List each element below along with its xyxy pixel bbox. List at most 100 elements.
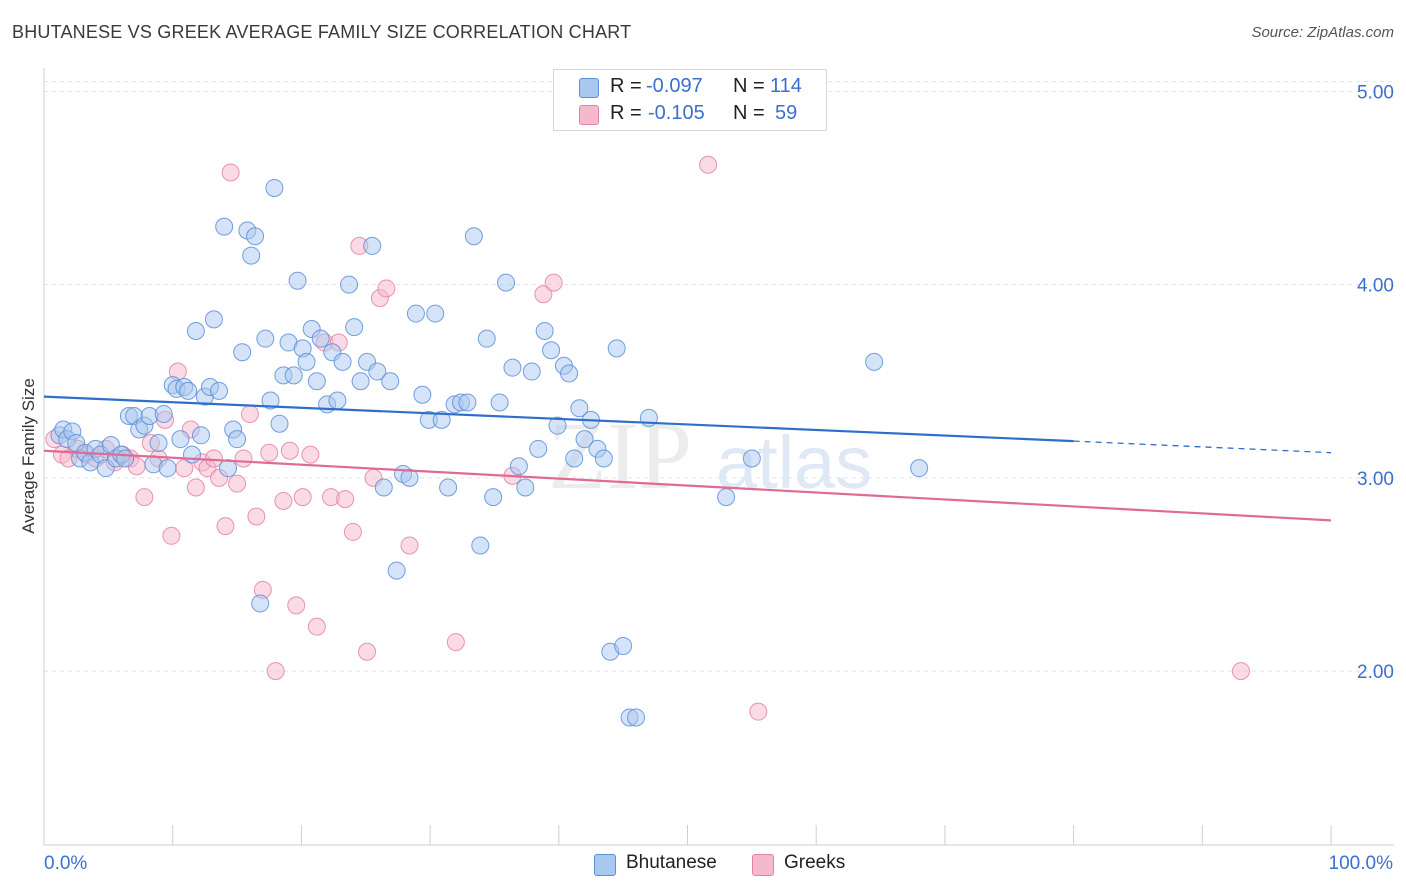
bhutanese-point: [509, 457, 528, 476]
bhutanese-point: [149, 434, 168, 453]
greeks-point: [234, 449, 253, 468]
bhutanese-point: [251, 594, 270, 613]
bhutanese-point: [368, 362, 387, 381]
bhutanese-point: [345, 318, 364, 337]
bhutanese-point: [228, 430, 247, 449]
axes: [43, 68, 1394, 846]
bhutanese-point: [288, 271, 307, 290]
bhutanese-point: [233, 343, 252, 362]
bhutanese-point: [192, 426, 211, 445]
bhutanese-point: [328, 391, 347, 410]
greeks-point: [534, 285, 553, 304]
greeks-point: [247, 507, 266, 526]
y-axis-title: Average Family Size: [19, 378, 38, 534]
bottom-legend-swatch-bhutanese: [594, 854, 616, 876]
legend-r-value: -0.105: [648, 102, 705, 124]
bhutanese-point: [548, 416, 567, 435]
bhutanese-point: [340, 275, 359, 294]
bhutanese-point: [471, 536, 490, 555]
bhutanese-point: [717, 488, 736, 507]
bhutanese-point: [529, 439, 548, 458]
greeks-point: [343, 522, 362, 541]
bhutanese-trend-extension: [1073, 440, 1332, 454]
bhutanese-point: [439, 478, 458, 497]
bhutanese-point: [307, 372, 326, 391]
greeks-point: [266, 662, 285, 681]
greeks-point: [280, 441, 299, 460]
bhutanese-point: [910, 459, 929, 478]
bhutanese-point: [171, 430, 190, 449]
greeks-point: [301, 445, 320, 464]
legend-n-label: N =: [733, 102, 765, 124]
greeks-point: [446, 633, 465, 652]
bhutanese-point: [116, 449, 135, 468]
y-tick-label: 2.00: [1357, 662, 1394, 683]
bottom-legend-swatch-greeks: [752, 854, 774, 876]
bhutanese-point: [215, 217, 234, 236]
bhutanese-point: [179, 381, 198, 400]
bhutanese-point: [270, 414, 289, 433]
bhutanese-point: [186, 321, 205, 340]
bhutanese-point: [363, 236, 382, 255]
y-tick-label: 3.00: [1357, 469, 1394, 490]
bhutanese-point: [458, 393, 477, 412]
bhutanese-point: [426, 304, 445, 323]
bhutanese-point: [497, 273, 516, 292]
bhutanese-point: [387, 561, 406, 580]
axis-labels: 2.00 3.00 4.00 5.00 0.0% 100.0% Average Family…: [19, 82, 1394, 874]
bhutanese-point: [865, 352, 884, 371]
bhutanese-point: [484, 488, 503, 507]
bhutanese-point: [575, 430, 594, 449]
bhutanese-point: [210, 381, 229, 400]
bhutanese-point: [204, 310, 223, 329]
bhutanese-point: [256, 329, 275, 348]
greeks-point: [287, 596, 306, 615]
bhutanese-point: [406, 304, 425, 323]
bhutanese-point: [219, 459, 238, 478]
greeks-trend-line: [43, 449, 1332, 522]
bhutanese-point: [490, 393, 509, 412]
bhutanese-point: [516, 478, 535, 497]
bhutanese-point: [565, 449, 584, 468]
greeks-point: [544, 273, 563, 292]
bhutanese-point: [284, 366, 303, 385]
bhutanese-point: [522, 362, 541, 381]
bhutanese-point: [742, 449, 761, 468]
bhutanese-point: [560, 364, 579, 383]
greeks-point: [216, 517, 235, 536]
legend-n-value: 114: [770, 75, 802, 97]
greeks-point: [377, 279, 396, 298]
bhutanese-point: [614, 636, 633, 655]
legend-n-label: N =: [733, 75, 765, 97]
legend-n-value: 59: [775, 102, 798, 124]
legend-r-label: R =: [610, 75, 642, 97]
bhutanese-point: [265, 178, 284, 197]
bhutanese-point: [311, 329, 330, 348]
greeks-point: [240, 405, 259, 424]
legend-swatch-bhutanese: [579, 78, 599, 98]
greeks-point: [135, 488, 154, 507]
greeks-point: [221, 163, 240, 182]
bhutanese-point: [261, 391, 280, 410]
y-tick-label: 4.00: [1357, 276, 1394, 297]
bhutanese-point: [413, 385, 432, 404]
greeks-point: [358, 642, 377, 661]
bhutanese-point: [381, 372, 400, 391]
greeks-point: [400, 536, 419, 555]
bottom-legend-label-bhutanese: Bhutanese: [626, 852, 717, 873]
legend-swatch-greeks: [579, 105, 599, 125]
bhutanese-point: [158, 459, 177, 478]
chart-title: BHUTANESE VS GREEK AVERAGE FAMILY SIZE C…: [12, 22, 632, 42]
bhutanese-point: [464, 227, 483, 246]
bhutanese-points: [50, 178, 929, 727]
greeks-point: [307, 617, 326, 636]
bhutanese-point: [297, 352, 316, 371]
bhutanese-trend-line: [43, 395, 1074, 443]
correlation-legend: R = -0.097 N = 114 R = -0.105 N = 59: [553, 69, 827, 131]
bottom-legend-label-greeks: Greeks: [784, 852, 846, 873]
bhutanese-point: [246, 227, 265, 246]
greeks-point: [274, 492, 293, 511]
bhutanese-point: [542, 341, 561, 360]
greeks-point: [1231, 662, 1250, 681]
